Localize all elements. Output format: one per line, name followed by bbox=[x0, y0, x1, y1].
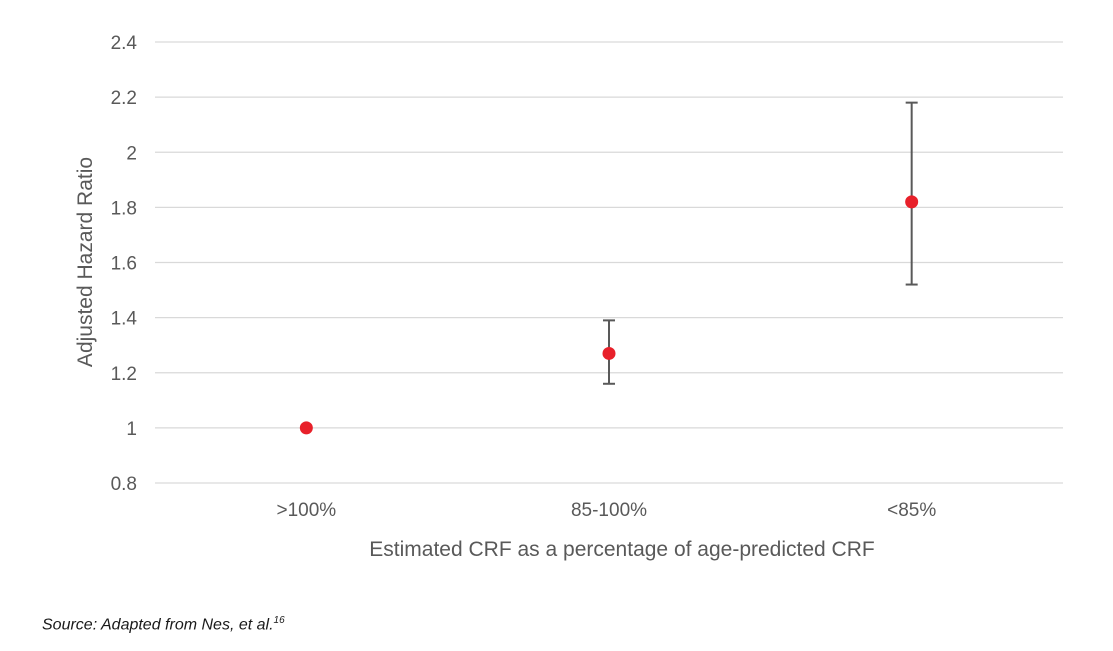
gridlines bbox=[155, 41, 1063, 484]
error-bars bbox=[603, 101, 918, 385]
y-tick-label: 2.4 bbox=[111, 33, 138, 54]
y-tick-label: 1.2 bbox=[111, 364, 137, 385]
y-tick-label: 2 bbox=[126, 143, 137, 164]
x-tick-label: 85-100% bbox=[571, 500, 647, 521]
y-tick-label: 2.2 bbox=[111, 88, 137, 109]
source-note: Source: Adapted from Nes, et al.16 bbox=[42, 615, 285, 634]
data-point bbox=[602, 346, 616, 360]
y-tick-label: 1 bbox=[126, 419, 137, 440]
source-text: Source: Adapted from Nes, et al. bbox=[42, 616, 274, 634]
y-tick-label: 0.8 bbox=[111, 474, 137, 495]
x-tick-label: >100% bbox=[276, 500, 336, 521]
y-axis-title: Adjusted Hazard Ratio bbox=[74, 157, 97, 367]
data-points bbox=[299, 195, 919, 435]
y-tick-labels: 0.8 1 1.2 1.4 1.6 1.8 2 2.2 2.4 bbox=[111, 33, 138, 495]
y-tick-label: 1.6 bbox=[111, 254, 137, 275]
x-tick-label: <85% bbox=[887, 500, 936, 521]
source-reference: 16 bbox=[273, 615, 285, 626]
chart: 0.8 1 1.2 1.4 1.6 1.8 2 2.2 2.4 >100% 85-100% <85%… bbox=[74, 33, 1063, 561]
x-tick-labels: >100% 85-100% <85% bbox=[276, 500, 936, 521]
x-axis-title: Estimated CRF as a percentage of age-pre… bbox=[369, 538, 874, 561]
data-point bbox=[299, 421, 313, 435]
y-tick-label: 1.8 bbox=[111, 198, 137, 219]
y-tick-label: 1.4 bbox=[111, 309, 138, 330]
error-bar bbox=[905, 101, 918, 286]
data-point bbox=[905, 195, 919, 209]
